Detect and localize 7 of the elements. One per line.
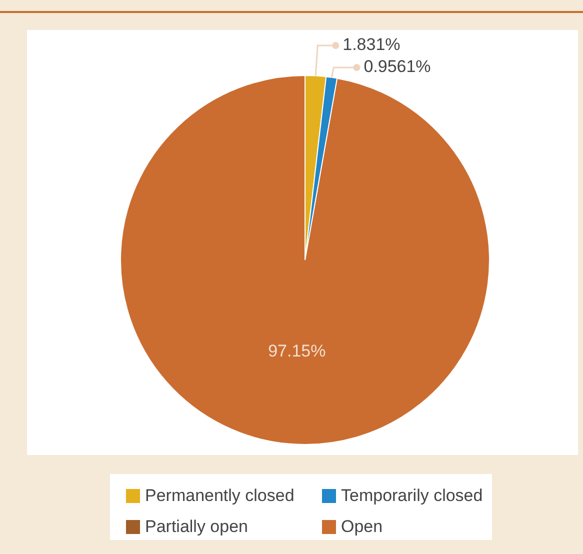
legend-label: Open [341,516,383,537]
legend-label: Temporarily closed [341,486,483,506]
legend-label: Permanently closed [145,486,294,506]
legend-label: Partially open [145,516,248,537]
data-label: 0.9561% [364,57,431,76]
data-label: 1.831% [342,35,400,54]
data-label: 97.15% [268,342,326,361]
